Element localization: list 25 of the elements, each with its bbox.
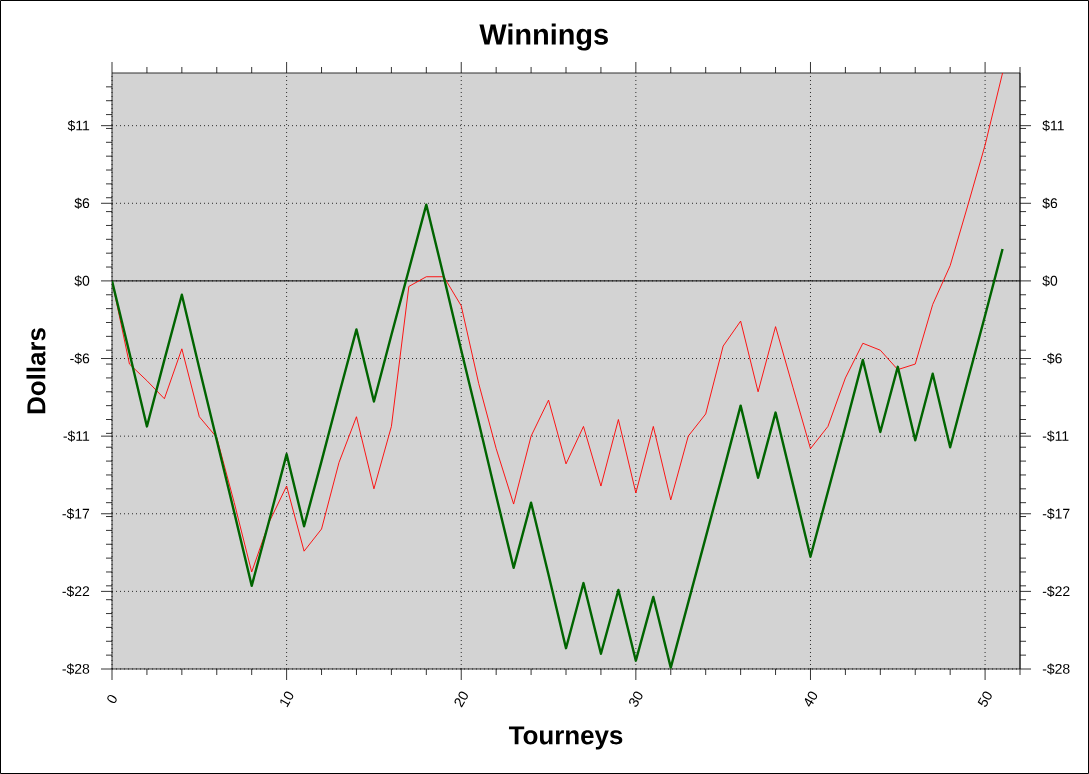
y-tick-label: $11: [67, 120, 90, 132]
y-tick-label: -$11: [63, 430, 90, 442]
y2-tick-label: $0: [1042, 275, 1058, 287]
y-tick-label: -$6: [70, 352, 90, 365]
y2-tick-label: -$17: [1042, 508, 1070, 520]
y2-tick-label: -$22: [1042, 585, 1070, 598]
chart-title: Winnings: [479, 23, 608, 51]
y-tick-label: $0: [74, 275, 90, 287]
x-tick-label: 30: [629, 691, 643, 707]
y-tick-label: -$17: [62, 508, 90, 520]
y-tick-label: -$28: [62, 663, 90, 675]
x-tick-label: 10: [280, 691, 294, 708]
y2-tick-label: -$6: [1042, 352, 1062, 365]
x-tick-label: 0: [107, 694, 117, 704]
x-tick-label: 40: [804, 691, 818, 707]
y2-tick-label: -$11: [1042, 430, 1069, 442]
y2-tick-label: -$28: [1042, 663, 1070, 675]
x-tick-label: 20: [454, 691, 468, 708]
x-axis-title: Tourneys: [508, 726, 623, 750]
y-tick-label: -$22: [62, 585, 90, 598]
y-tick-label: $6: [74, 197, 90, 209]
y2-tick-label: $6: [1042, 197, 1058, 209]
x-tick-label: 50: [977, 691, 992, 707]
y2-tick-label: $11: [1042, 120, 1064, 132]
y-axis-title: Dollars: [26, 328, 46, 414]
